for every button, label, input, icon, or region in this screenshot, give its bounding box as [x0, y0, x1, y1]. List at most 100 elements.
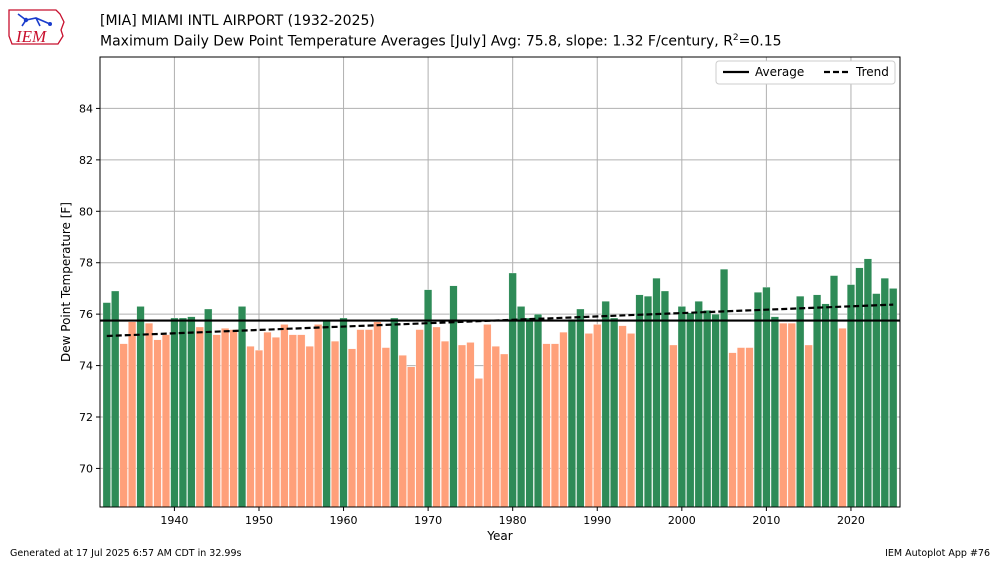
bar-1932: [102, 302, 111, 508]
chart-title: [MIA] MIAMI INTL AIRPORT (1932-2025): [100, 13, 375, 29]
iem-logo: IEM: [8, 9, 65, 46]
bar-1983: [534, 313, 543, 508]
legend-average-label: Average: [755, 65, 804, 79]
bar-2012: [779, 322, 788, 508]
footer-app: IEM Autoplot App #76: [885, 548, 990, 559]
y-tick-label: 70: [79, 462, 93, 475]
bar-1968: [407, 366, 416, 508]
x-tick-label: 1970: [414, 514, 442, 527]
y-tick-label: 80: [79, 205, 93, 218]
subtitle-superscript: 2: [732, 33, 739, 43]
legend: Average Trend: [715, 60, 896, 85]
bar-1993: [618, 325, 627, 508]
bar-1986: [559, 331, 568, 508]
bar-1988: [576, 308, 585, 508]
bar-1974: [457, 344, 466, 508]
bar-2003: [703, 310, 712, 508]
bar-2011: [770, 316, 779, 508]
bar-1952: [271, 337, 280, 508]
bar-1971: [432, 326, 441, 508]
bar-1939: [162, 334, 170, 508]
trend-line: [106, 303, 894, 338]
bar-1949: [246, 346, 255, 508]
bar-1937: [145, 322, 154, 508]
y-tick-label: 76: [79, 308, 93, 321]
bar-2002: [694, 301, 703, 508]
bar-1945: [212, 334, 221, 508]
bar-2001: [686, 312, 695, 508]
bar-1956: [305, 346, 314, 508]
bar-1946: [221, 328, 230, 508]
bar-2024: [880, 277, 889, 508]
bar-2005: [720, 268, 729, 508]
x-tick-label: 1940: [160, 514, 188, 527]
bar-1935: [128, 321, 137, 508]
bar-1984: [542, 343, 551, 508]
bar-1958: [322, 320, 331, 508]
bar-1997: [652, 277, 661, 508]
bar-1933: [111, 290, 120, 508]
bar-1989: [584, 333, 593, 508]
bar-2013: [787, 322, 796, 508]
x-tick-label: 2000: [668, 514, 696, 527]
bar-1948: [238, 306, 247, 508]
bar-1991: [601, 301, 610, 508]
bar-1960: [339, 317, 348, 508]
x-axis-label: Year: [486, 529, 512, 543]
bar-1943: [195, 326, 204, 508]
bar-1953: [280, 324, 289, 508]
bar-1979: [500, 353, 509, 508]
bar-1959: [331, 340, 340, 508]
bar-1987: [567, 319, 576, 508]
bar-1944: [204, 308, 213, 508]
bar-2023: [872, 293, 881, 508]
y-tick-label: 84: [79, 102, 93, 115]
bar-1955: [297, 334, 306, 508]
bar-1967: [398, 355, 407, 508]
x-tick-label: 2020: [837, 514, 865, 527]
subtitle-text: Maximum Daily Dew Point Temperature Aver…: [100, 33, 733, 50]
footer-generated: Generated at 17 Jul 2025 6:57 AM CDT in …: [10, 548, 242, 559]
bar-1940: [170, 317, 179, 508]
bar-2020: [846, 284, 855, 508]
bar-1954: [288, 334, 297, 508]
bar-1978: [491, 346, 500, 508]
bar-1999: [669, 344, 678, 508]
x-tick-label: 1980: [499, 514, 527, 527]
bar-1936: [136, 306, 145, 508]
bar-1992: [610, 317, 619, 508]
bar-2016: [813, 294, 822, 508]
bar-1951: [263, 331, 272, 508]
x-tick-label: 2010: [752, 514, 780, 527]
bar-2000: [677, 306, 686, 508]
chart-subtitle: Maximum Daily Dew Point Temperature Aver…: [100, 33, 782, 50]
y-axis-label: Dew Point Temperature [F]: [59, 202, 73, 362]
y-tick-label: 82: [79, 154, 93, 167]
bar-1995: [635, 294, 644, 508]
bar-1990: [593, 324, 602, 508]
bar-1942: [187, 316, 196, 508]
subtitle-suffix: =0.15: [738, 33, 782, 50]
bar-1977: [483, 324, 492, 508]
bar-1965: [381, 347, 390, 508]
x-tick-label: 1950: [245, 514, 273, 527]
bar-1947: [229, 329, 238, 508]
bar-1934: [119, 343, 128, 508]
bar-1976: [474, 378, 483, 508]
bar-1982: [525, 317, 534, 508]
bars: [102, 258, 898, 508]
bar-1950: [255, 349, 263, 508]
bar-1981: [517, 306, 526, 508]
bar-1938: [153, 339, 162, 508]
bar-1962: [356, 329, 365, 508]
bar-2022: [863, 258, 872, 508]
bar-1972: [441, 340, 449, 508]
bar-2007: [737, 347, 745, 508]
bar-1996: [644, 295, 652, 508]
bar-1980: [508, 272, 517, 508]
bar-2018: [830, 275, 838, 508]
bar-1941: [178, 317, 187, 508]
y-tick-label: 74: [79, 360, 93, 373]
bar-1998: [660, 290, 669, 508]
bar-1963: [364, 329, 373, 508]
